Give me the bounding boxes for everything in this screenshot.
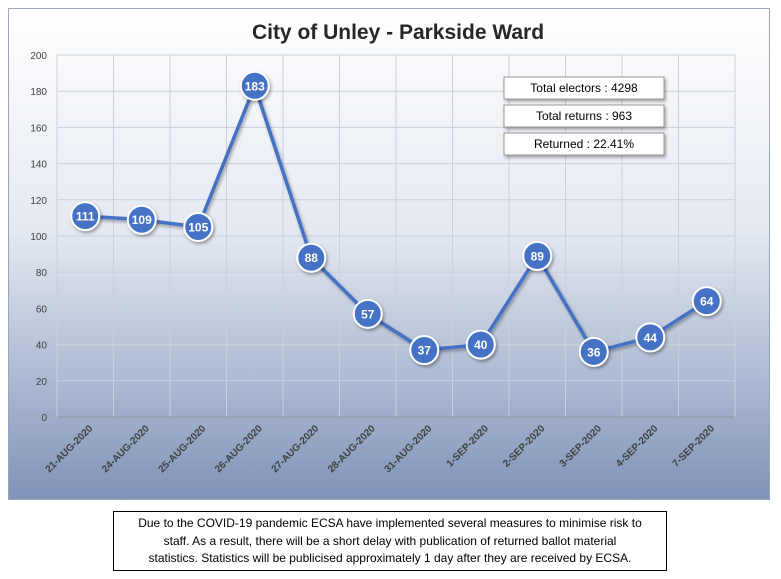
annotation-text: Total returns : 963 xyxy=(536,109,632,123)
data-point: 37 xyxy=(409,335,440,366)
y-tick-label: 100 xyxy=(30,232,47,243)
data-point-marker xyxy=(239,70,270,101)
chart-frame: City of Unley - Parkside Ward 0 20 40 60 80 1… xyxy=(8,8,770,500)
data-point: 64 xyxy=(691,286,722,317)
data-point: 111 xyxy=(70,201,101,232)
annotation-box-bg xyxy=(503,76,665,100)
data-point-marker xyxy=(352,298,383,329)
data-label: 64 xyxy=(700,295,714,309)
data-label: 105 xyxy=(188,220,208,234)
data-point: 40 xyxy=(465,329,496,360)
data-point: 88 xyxy=(296,242,327,273)
data-label: 109 xyxy=(132,213,152,227)
y-tick-label: 200 xyxy=(30,51,47,62)
annotation-box: Total electors : 4298 xyxy=(503,76,665,100)
data-label: 183 xyxy=(245,79,265,93)
data-point: 109 xyxy=(126,204,157,235)
data-point-marker xyxy=(183,211,214,242)
data-point-marker xyxy=(578,336,609,367)
notice-line-2: staff. As a result, there will be a shor… xyxy=(163,533,617,548)
data-point: 89 xyxy=(522,240,553,271)
data-label: 36 xyxy=(587,345,601,359)
data-label: 37 xyxy=(418,344,432,358)
data-point-marker xyxy=(126,204,157,235)
chart-title: City of Unley - Parkside Ward xyxy=(252,21,544,44)
annotation-boxes: Total electors : 4298 Total returns : 963… xyxy=(503,76,665,156)
data-label: 111 xyxy=(76,210,95,224)
notice-line-3: statistics. Statistics will be publicise… xyxy=(148,551,632,565)
series-line: 111 109 105 183 88 57 37 40 89 36 44 64 xyxy=(70,70,722,367)
notice-line-1: Due to the COVID-19 pandemic ECSA have i… xyxy=(138,516,642,530)
y-tick-label: 40 xyxy=(36,341,48,352)
y-tick-label: 140 xyxy=(30,160,47,171)
annotation-text: Returned : 22.41% xyxy=(534,137,634,151)
y-tick-label: 160 xyxy=(30,123,47,134)
annotation-box-bg xyxy=(503,104,665,128)
y-tick-label: 20 xyxy=(36,377,48,388)
y-tick-label: 180 xyxy=(30,87,47,98)
covid-notice: Due to the COVID-19 pandemic ECSA have i… xyxy=(113,511,667,571)
y-tick-label: 80 xyxy=(36,268,48,279)
annotation-box: Returned : 22.41% xyxy=(503,132,665,156)
line-chart: City of Unley - Parkside Ward 0 20 40 60 80 1… xyxy=(8,8,770,500)
data-point-marker xyxy=(635,322,666,353)
data-point: 36 xyxy=(578,336,609,367)
data-point: 105 xyxy=(183,211,214,242)
data-point: 44 xyxy=(635,322,666,353)
y-axis-ticks: 0 20 40 60 80 100 120 140 160 180 200 xyxy=(30,51,47,424)
data-point-marker xyxy=(691,286,722,317)
data-label: 88 xyxy=(305,251,319,265)
data-point-marker xyxy=(70,201,101,232)
annotation-box-bg xyxy=(503,132,665,156)
data-label: 40 xyxy=(474,338,488,352)
data-label: 44 xyxy=(644,331,658,345)
y-tick-label: 0 xyxy=(41,413,47,424)
data-label: 89 xyxy=(531,249,545,263)
data-label: 57 xyxy=(361,307,375,321)
y-tick-label: 120 xyxy=(30,196,47,207)
data-point-marker xyxy=(409,335,440,366)
y-tick-label: 60 xyxy=(36,304,48,315)
data-point-marker xyxy=(522,240,553,271)
data-point-marker xyxy=(296,242,327,273)
annotation-box: Total returns : 963 xyxy=(503,104,665,128)
data-point-marker xyxy=(465,329,496,360)
data-point: 57 xyxy=(352,298,383,329)
annotation-text: Total electors : 4298 xyxy=(530,81,638,95)
data-point: 183 xyxy=(239,70,270,101)
